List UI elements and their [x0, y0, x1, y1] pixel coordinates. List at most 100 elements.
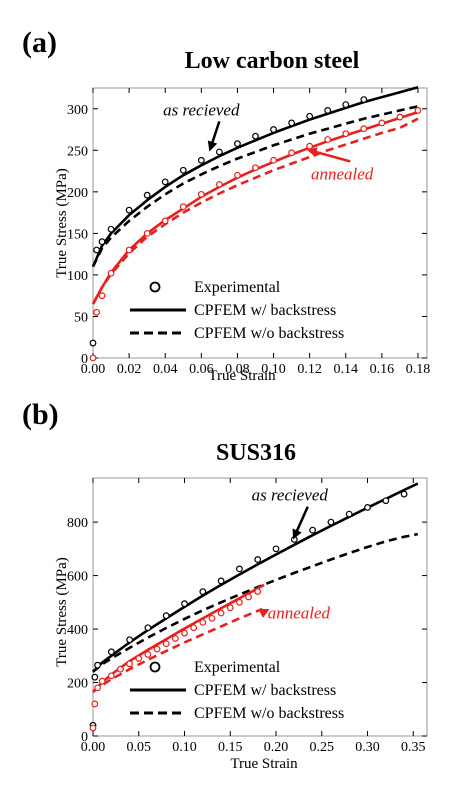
data-point-annealed-a [143, 229, 151, 237]
x-tick-label-b: 0.35 [401, 740, 426, 755]
data-point-annealed-a [342, 130, 350, 138]
panel-label-b: (b) [22, 398, 59, 431]
data-point-as-received-a [306, 112, 314, 120]
y-tick-label-a: 300 [67, 103, 88, 118]
data-point-as-received-b [107, 648, 115, 656]
data-point-as-received-b [254, 556, 262, 563]
data-point-as-received-a [360, 96, 368, 104]
chart-title-b: SUS316 [216, 440, 296, 466]
legend-label-b: CPFEM w/ backstress [194, 682, 336, 699]
x-tick-label-a: 0.16 [370, 362, 395, 377]
x-tick-label-b: 0.25 [310, 740, 335, 755]
data-point-annealed-b [171, 635, 179, 642]
data-point-annealed-b [98, 677, 106, 685]
legend-label-b: Experimental [194, 659, 281, 676]
data-point-as-received-a [125, 206, 133, 214]
plot-frame-b [92, 477, 428, 737]
annotation-annealed-a: annealed [311, 164, 374, 183]
data-point-as-received-b [199, 588, 207, 596]
data-point-annealed-b [162, 640, 170, 648]
data-point-annealed-a [270, 156, 277, 164]
data-point-as-received-a [234, 140, 241, 148]
legend-label-a: CPFEM w/o backstress [194, 325, 344, 342]
data-point-annealed-a [215, 180, 223, 188]
data-point-as-received-b [400, 490, 408, 498]
data-point-as-received-a [89, 339, 97, 347]
data-point-annealed-b [190, 624, 198, 632]
data-point-as-received-a [98, 238, 106, 246]
data-point-annealed-a [179, 203, 187, 211]
data-point-as-received-b [126, 636, 134, 644]
x-tick-label-b: 0.30 [355, 740, 380, 755]
data-point-annealed-a [252, 164, 259, 172]
data-point-annealed-b [199, 618, 207, 626]
data-point-annealed-b [226, 604, 234, 612]
x-tick-label-b: 0.10 [172, 740, 197, 755]
chart-title-a: Low carbon steel [185, 48, 360, 74]
data-point-annealed-a [324, 136, 332, 143]
series-line-annealed-dashed-a [91, 117, 419, 305]
data-point-as-received-a [161, 178, 169, 186]
data-point-annealed-a [306, 142, 314, 150]
y-axis-title-a: True Stress (MPa) [54, 168, 70, 277]
data-point-as-received-b [236, 565, 243, 573]
x-axis-title-b: True Strain [230, 756, 298, 772]
data-point-annealed-b [254, 588, 262, 596]
data-point-annealed-b [94, 684, 101, 692]
data-point-annealed-b [107, 672, 115, 680]
series-line-as-received-dashed-a [91, 105, 419, 268]
x-tick-label-a: 0.18 [406, 362, 431, 377]
data-point-annealed-a [288, 149, 295, 157]
data-point-annealed-a [93, 308, 101, 316]
x-tick-label-a: 0.04 [153, 362, 178, 377]
data-point-as-received-a [215, 148, 223, 156]
data-point-as-received-a [179, 166, 187, 174]
y-tick-label-b: 600 [67, 570, 88, 585]
data-point-as-received-b [94, 661, 101, 669]
data-point-as-received-a [288, 119, 295, 127]
data-point-as-received-b [345, 510, 353, 518]
data-point-as-received-b [217, 577, 225, 585]
annotation-as-recieved-b: as recieved [252, 486, 329, 505]
data-point-as-received-b [272, 545, 280, 553]
x-tick-label-a: 0.08 [225, 362, 250, 377]
data-point-as-received-a [197, 156, 205, 164]
plot-area-a: 0.00 0.02 0.04 0.06 0.08 0.10 0.12 0.14 0.16 0.18… [67, 85, 431, 377]
y-tick-label-b: 800 [67, 516, 88, 531]
data-point-as-received-b [382, 497, 390, 505]
y-tick-label-a: 0 [81, 352, 88, 367]
x-tick-label-a: 0.02 [117, 362, 142, 377]
x-axis-title-a: True Strain [208, 368, 276, 384]
data-point-annealed-a [234, 171, 241, 179]
data-point-annealed-a [414, 107, 422, 114]
data-point-annealed-a [107, 269, 115, 277]
legend-label-a: CPFEM w/ backstress [194, 302, 336, 319]
panel-label-a: (a) [22, 26, 57, 59]
data-point-annealed-a [360, 125, 368, 133]
legend-label-b: CPFEM w/o backstress [194, 705, 344, 722]
data-point-as-received-b [327, 518, 335, 526]
data-point-as-received-a [324, 107, 332, 114]
data-point-annealed-a [89, 354, 97, 362]
data-point-as-received-a [93, 246, 101, 254]
annotation-arrow-a [207, 121, 221, 152]
y-tick-label-a: 200 [67, 186, 88, 201]
data-point-annealed-b [91, 700, 99, 708]
x-tick-label-b: 0.15 [218, 740, 243, 755]
data-point-annealed-b [126, 660, 134, 668]
data-point-as-received-b [162, 612, 170, 620]
data-point-annealed-b [153, 645, 161, 653]
legend-marker-experimental-a [149, 281, 161, 293]
x-tick-label-b: 0.20 [264, 740, 289, 755]
series-line-annealed-dashed-b [92, 607, 263, 693]
y-tick-label-b: 0 [81, 730, 88, 745]
data-point-annealed-a [396, 113, 404, 121]
legend-marker-experimental-b [149, 661, 161, 673]
y-tick-label-b: 200 [67, 677, 88, 692]
y-tick-label-a: 250 [67, 144, 88, 159]
annotation-annealed-b: annealed [268, 603, 331, 622]
series-line-as-received-solid-b [92, 482, 419, 673]
x-tick-label-a: 0.14 [334, 362, 359, 377]
x-tick-label-b: 0.05 [127, 740, 152, 755]
